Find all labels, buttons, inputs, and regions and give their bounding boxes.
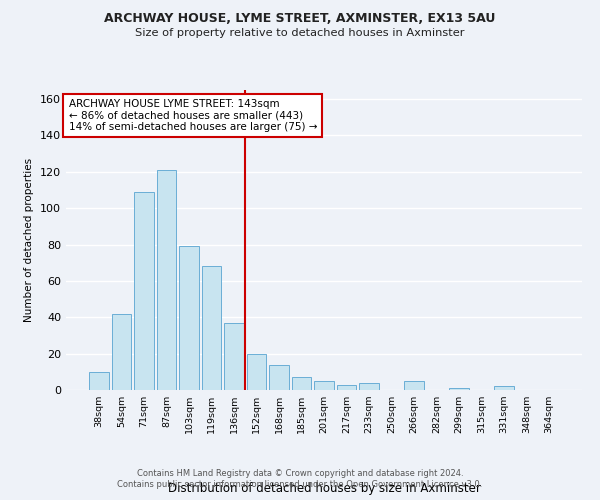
Text: ARCHWAY HOUSE, LYME STREET, AXMINSTER, EX13 5AU: ARCHWAY HOUSE, LYME STREET, AXMINSTER, E…: [104, 12, 496, 26]
Bar: [337, 384, 356, 390]
Bar: [202, 266, 221, 390]
Bar: [89, 372, 109, 390]
Bar: [314, 381, 334, 390]
Bar: [449, 388, 469, 390]
Bar: [494, 386, 514, 390]
Bar: [404, 381, 424, 390]
Text: ARCHWAY HOUSE LYME STREET: 143sqm
← 86% of detached houses are smaller (443)
14%: ARCHWAY HOUSE LYME STREET: 143sqm ← 86% …: [68, 99, 317, 132]
Bar: [292, 378, 311, 390]
Bar: [247, 354, 266, 390]
Bar: [157, 170, 176, 390]
Bar: [359, 382, 379, 390]
Bar: [112, 314, 131, 390]
Y-axis label: Number of detached properties: Number of detached properties: [25, 158, 34, 322]
Bar: [269, 364, 289, 390]
Text: Contains public sector information licensed under the Open Government Licence v3: Contains public sector information licen…: [118, 480, 482, 489]
Text: Contains HM Land Registry data © Crown copyright and database right 2024.: Contains HM Land Registry data © Crown c…: [137, 468, 463, 477]
Bar: [224, 322, 244, 390]
Bar: [134, 192, 154, 390]
X-axis label: Distribution of detached houses by size in Axminster: Distribution of detached houses by size …: [167, 482, 481, 495]
Bar: [179, 246, 199, 390]
Text: Size of property relative to detached houses in Axminster: Size of property relative to detached ho…: [135, 28, 465, 38]
